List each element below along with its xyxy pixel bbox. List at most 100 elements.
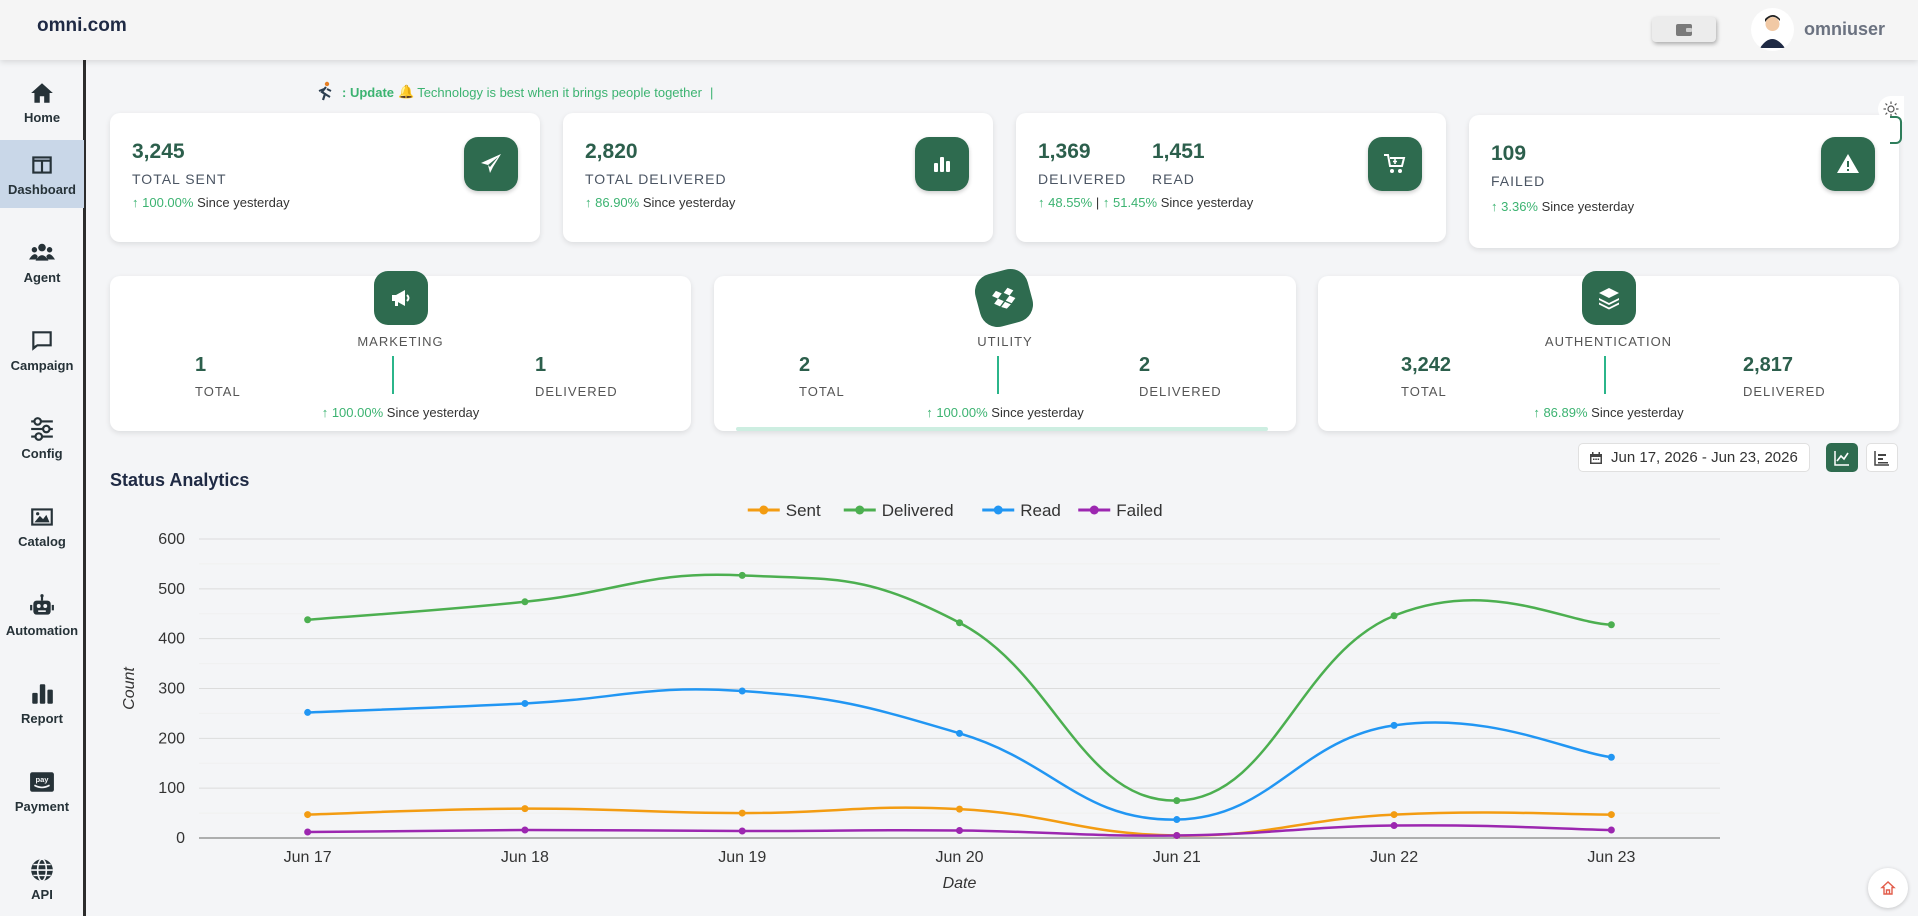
runner-icon xyxy=(318,81,332,101)
category-title: MARKETING xyxy=(357,334,444,349)
legend-label-sent: Sent xyxy=(786,501,821,520)
sidebar-item-report[interactable]: Report xyxy=(0,669,84,737)
stat-change-since: Since yesterday xyxy=(197,195,290,210)
stat-card-total-sent: 3,245 TOTAL SENT ↑ 100.00% Since yesterd… xyxy=(110,113,540,242)
arrow-up-icon: ↑ xyxy=(585,195,592,210)
y-tick-label: 100 xyxy=(158,780,185,797)
sidebar-item-label: Agent xyxy=(23,269,61,285)
warning-icon xyxy=(1837,154,1859,173)
legend-label-failed: Failed xyxy=(1116,501,1162,520)
x-axis-label: Date xyxy=(943,875,977,892)
stat-icon-box xyxy=(464,137,518,191)
category-delivered-label: DELIVERED xyxy=(535,384,618,399)
category-change: ↑ 100.00% Since yesterday xyxy=(714,405,1296,420)
stat-change-pct: 86.90% xyxy=(595,195,640,210)
data-point-failed xyxy=(1390,822,1398,830)
legend-marker-read xyxy=(993,505,1003,515)
wallet-button[interactable] xyxy=(1652,17,1716,42)
arrow-up-icon: ↑ xyxy=(1038,195,1045,210)
top-bar: omni.com omniuser xyxy=(0,0,1918,60)
ticker-message: Technology is best when it brings people… xyxy=(417,84,702,100)
category-delivered-value: 2,817 xyxy=(1743,354,1794,376)
sidebar-item-home[interactable]: Home xyxy=(0,68,84,136)
sliders-icon xyxy=(31,416,53,441)
stat-value: 109 xyxy=(1491,142,1527,165)
category-icon-box xyxy=(970,264,1038,332)
y-tick-label: 200 xyxy=(158,730,185,747)
side-panel-tab[interactable] xyxy=(1890,116,1902,144)
y-tick-label: 600 xyxy=(158,531,185,548)
home-icon xyxy=(31,82,53,103)
arrow-up-icon: ↑ xyxy=(1491,199,1498,214)
sidebar-item-agent[interactable]: Agent xyxy=(0,228,84,296)
category-divider xyxy=(997,356,999,394)
dropbox-icon xyxy=(992,287,1016,309)
line-chart-toggle-button[interactable] xyxy=(1826,443,1858,472)
line-chart-icon xyxy=(1834,450,1849,466)
data-point-delivered xyxy=(521,598,529,606)
y-tick-label: 0 xyxy=(176,830,185,847)
legend-marker-delivered xyxy=(855,505,865,515)
y-tick-label: 400 xyxy=(158,631,185,648)
home-shortcut-button[interactable] xyxy=(1868,868,1908,908)
avatar[interactable] xyxy=(1751,8,1794,51)
stat-change: ↑ 100.00% Since yesterday xyxy=(132,195,290,210)
date-range-picker[interactable]: Jun 17, 2026 - Jun 23, 2026 xyxy=(1578,443,1810,472)
category-change-pct: 100.00% xyxy=(331,405,384,420)
layers-icon xyxy=(1599,288,1619,310)
category-delivered-label: DELIVERED xyxy=(1139,384,1222,399)
category-title: AUTHENTICATION xyxy=(1544,334,1673,349)
y-tick-label: 300 xyxy=(158,681,185,698)
bar-chart-toggle-button[interactable] xyxy=(1866,443,1898,472)
sidebar-item-payment[interactable]: pay Payment xyxy=(0,757,84,825)
legend-label-read: Read xyxy=(1020,501,1061,520)
stat-value: 2,820 xyxy=(585,140,638,163)
arrow-up-icon: ↑ xyxy=(926,405,933,420)
data-point-read xyxy=(1173,816,1181,824)
y-tick-label: 500 xyxy=(158,581,185,598)
stat-change-pct-delivered: 48.55% xyxy=(1048,195,1093,210)
data-point-delivered xyxy=(304,616,312,624)
data-point-delivered xyxy=(956,619,963,627)
arrow-up-icon: ↑ xyxy=(132,195,139,210)
sidebar-item-dashboard[interactable]: Dashboard xyxy=(0,140,84,208)
users-icon xyxy=(29,243,55,261)
category-card-marketing: MARKETING 1 TOTAL 1 DELIVERED ↑ 100.00% … xyxy=(110,271,691,431)
stat-icon-box xyxy=(1821,137,1875,191)
data-point-read xyxy=(1607,753,1615,761)
ticker-prefix: : Update xyxy=(342,84,394,100)
category-total-label: TOTAL xyxy=(195,384,241,399)
brand-logo[interactable]: omni.com xyxy=(37,15,127,36)
data-point-sent xyxy=(738,809,746,817)
stat-card-delivered-read: 1,369 DELIVERED 1,451 READ ↑ 48.55% | ↑ … xyxy=(1016,113,1446,242)
x-tick-label: Jun 21 xyxy=(1153,849,1201,866)
bar-chart-icon xyxy=(934,157,950,172)
robot-icon xyxy=(30,593,54,615)
sidebar-item-label: Config xyxy=(21,445,63,461)
sidebar-item-campaign[interactable]: Campaign xyxy=(0,316,84,384)
stat-change-pct: 100.00% xyxy=(142,195,194,210)
sidebar-item-catalog[interactable]: Catalog xyxy=(0,492,84,560)
chat-icon xyxy=(32,330,52,351)
data-point-failed xyxy=(956,827,963,835)
sidebar-item-label: Dashboard xyxy=(8,181,76,197)
stat-value: 3,245 xyxy=(132,140,185,163)
sidebar-item-automation[interactable]: Automation xyxy=(0,581,84,649)
bar-chart-icon xyxy=(32,683,53,704)
image-icon xyxy=(31,507,53,526)
arrow-up-icon: ↑ xyxy=(1533,405,1540,420)
x-tick-label: Jun 20 xyxy=(935,849,983,866)
stat-label-delivered: DELIVERED xyxy=(1038,171,1127,187)
category-icon-box xyxy=(1582,271,1636,325)
sidebar-item-api[interactable]: API xyxy=(0,845,84,913)
stat-change: ↑ 3.36% Since yesterday xyxy=(1491,199,1634,214)
stat-change: ↑ 86.90% Since yesterday xyxy=(585,195,735,210)
sidebar-item-config[interactable]: Config xyxy=(0,404,84,472)
category-total-label: TOTAL xyxy=(1401,384,1447,399)
x-tick-label: Jun 23 xyxy=(1587,849,1635,866)
data-point-read xyxy=(1390,721,1398,729)
stat-label-read: READ xyxy=(1152,171,1195,187)
category-icon-box xyxy=(374,271,428,325)
ticker-separator: | xyxy=(709,84,714,100)
username[interactable]: omniuser xyxy=(1804,19,1886,39)
